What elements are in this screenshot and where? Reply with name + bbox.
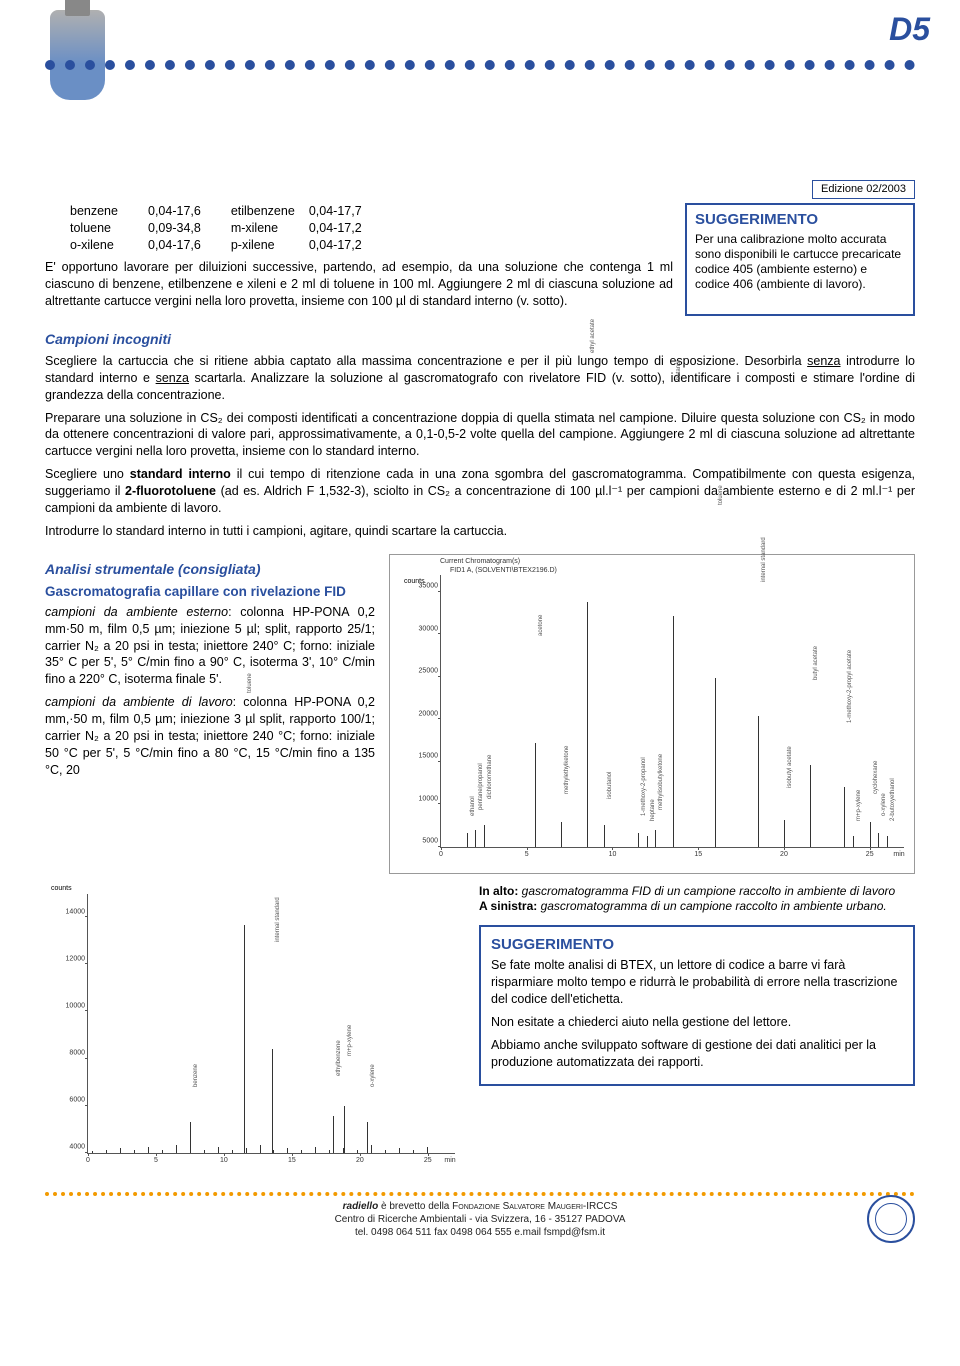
suggestion-body: Per una calibrazione molto accurata sono… <box>695 232 905 292</box>
intro-paragraph: E' opportuno lavorare per diluizioni suc… <box>45 259 673 310</box>
page-footer: radiello è brevetto della Fondazione Sal… <box>45 1200 915 1239</box>
suggestion-box-2: SUGGERIMENTO Se fate molte analisi di BT… <box>479 925 915 1087</box>
analisi-block1: campioni da ambiente esterno: colonna HP… <box>45 604 375 688</box>
suggestion-title: SUGGERIMENTO <box>695 211 905 230</box>
campioni-p3: Scegliere uno standard interno il cui te… <box>45 466 915 517</box>
doc-id-badge: D5 <box>889 8 930 51</box>
suggestion-box-1: SUGGERIMENTO Per una calibrazione molto … <box>685 203 915 316</box>
flask-icon <box>50 10 105 100</box>
campioni-p4: Introdurre lo standard interno in tutti … <box>45 523 915 540</box>
campioni-p1: Scegliere la cartuccia che si ritiene ab… <box>45 353 915 404</box>
campioni-p2: Preparare una soluzione in CS₂ dei compo… <box>45 410 915 461</box>
analisi-subtitle: Gascromatografia capillare con rivelazio… <box>45 583 375 601</box>
footer-divider <box>45 1192 915 1196</box>
chromatogram-left: counts 400060008000100001200014000051015… <box>45 884 465 1174</box>
seal-icon <box>867 1195 915 1243</box>
edition-box: Edizione 02/2003 <box>812 180 915 199</box>
chromatogram-top: Current Chromatogram(s) FID1 A, (SOLVENT… <box>389 554 915 874</box>
figure-caption: In alto: gascromatogramma FID di un camp… <box>479 884 915 915</box>
analisi-block2: campioni da ambiente di lavoro: colonna … <box>45 694 375 778</box>
analisi-title: Analisi strumentale (consigliata) <box>45 560 375 579</box>
campioni-title: Campioni incogniti <box>45 330 915 349</box>
header-divider <box>45 60 915 70</box>
compound-table: benzene0,04-17,6toluene0,09-34,8o-xilene… <box>70 203 673 254</box>
